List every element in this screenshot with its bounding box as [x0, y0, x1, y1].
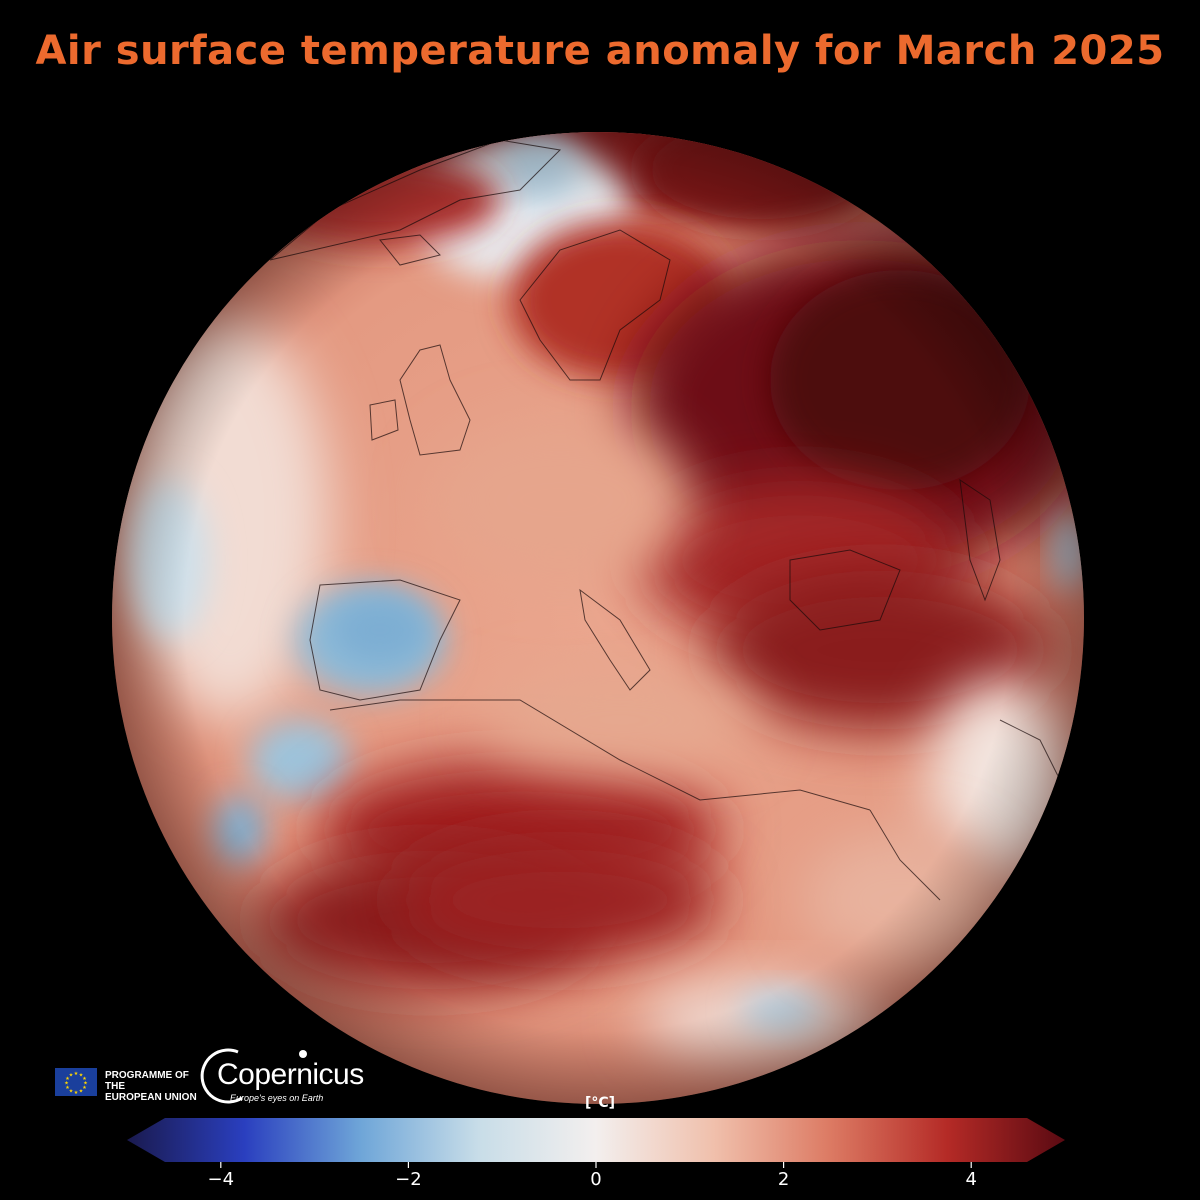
eu-programme-label: PROGRAMME OF THE EUROPEAN UNION [105, 1070, 205, 1103]
svg-text:★: ★ [65, 1076, 70, 1082]
colorbar-tick-label: 2 [777, 1169, 790, 1190]
eu-flag-icon: ★ ★ ★ ★ ★ ★ ★ ★ ★ ★ ★ ★ [55, 1068, 97, 1096]
colorbar-tick-label: −2 [395, 1169, 422, 1190]
copernicus-logo-icon [200, 1048, 307, 1104]
copernicus-name: Copernicus [217, 1058, 364, 1091]
eu-label-line2: EUROPEAN UNION [105, 1092, 197, 1103]
svg-text:★: ★ [74, 1071, 79, 1077]
colorbar [127, 1118, 1065, 1168]
eu-label-line1: PROGRAMME OF THE [105, 1070, 189, 1092]
copernicus-tagline: Europe's eyes on Earth [230, 1093, 324, 1103]
colorbar-tick-label: 4 [965, 1169, 977, 1190]
svg-text:★: ★ [69, 1073, 74, 1079]
svg-text:★: ★ [74, 1090, 79, 1096]
colorbar-ticks [220, 1162, 972, 1168]
svg-text:★: ★ [79, 1073, 84, 1079]
svg-text:★: ★ [69, 1089, 74, 1095]
svg-text:★: ★ [83, 1081, 88, 1087]
svg-text:★: ★ [65, 1085, 70, 1091]
svg-text:★: ★ [82, 1085, 87, 1091]
colorbar-unit-label: [°C] [584, 1095, 616, 1111]
svg-text:★: ★ [64, 1081, 69, 1087]
map-title: Air surface temperature anomaly for Marc… [35, 28, 1165, 74]
svg-text:★: ★ [79, 1089, 84, 1095]
colorbar-tick-label: 0 [590, 1169, 602, 1190]
colorbar-gradient [127, 1118, 1065, 1162]
svg-text:★: ★ [82, 1076, 87, 1082]
colorbar-tick-label: −4 [207, 1169, 235, 1190]
